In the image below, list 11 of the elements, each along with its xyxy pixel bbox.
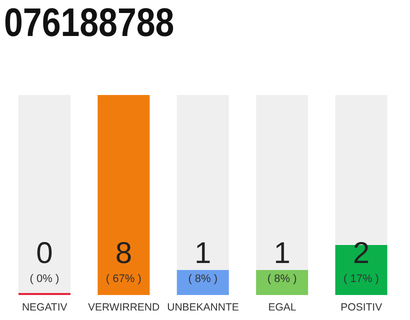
x-tick-label: VERWIRREND <box>88 301 160 314</box>
chart-title: 076188788 <box>4 0 174 46</box>
data-label: 0 ( 0% ) <box>30 237 60 285</box>
data-label: 8 ( 67% ) <box>106 237 142 285</box>
data-label: 1 ( 8% ) <box>267 237 297 285</box>
x-tick-label: POSITIV <box>340 301 382 314</box>
data-label: 2 ( 17% ) <box>344 237 379 285</box>
x-tick-label: EGAL <box>268 301 296 314</box>
data-label: 1 ( 8% ) <box>188 237 218 285</box>
x-tick-label: NEGATIV <box>22 301 68 314</box>
x-tick-label: UNBEKANNTE <box>167 301 239 314</box>
